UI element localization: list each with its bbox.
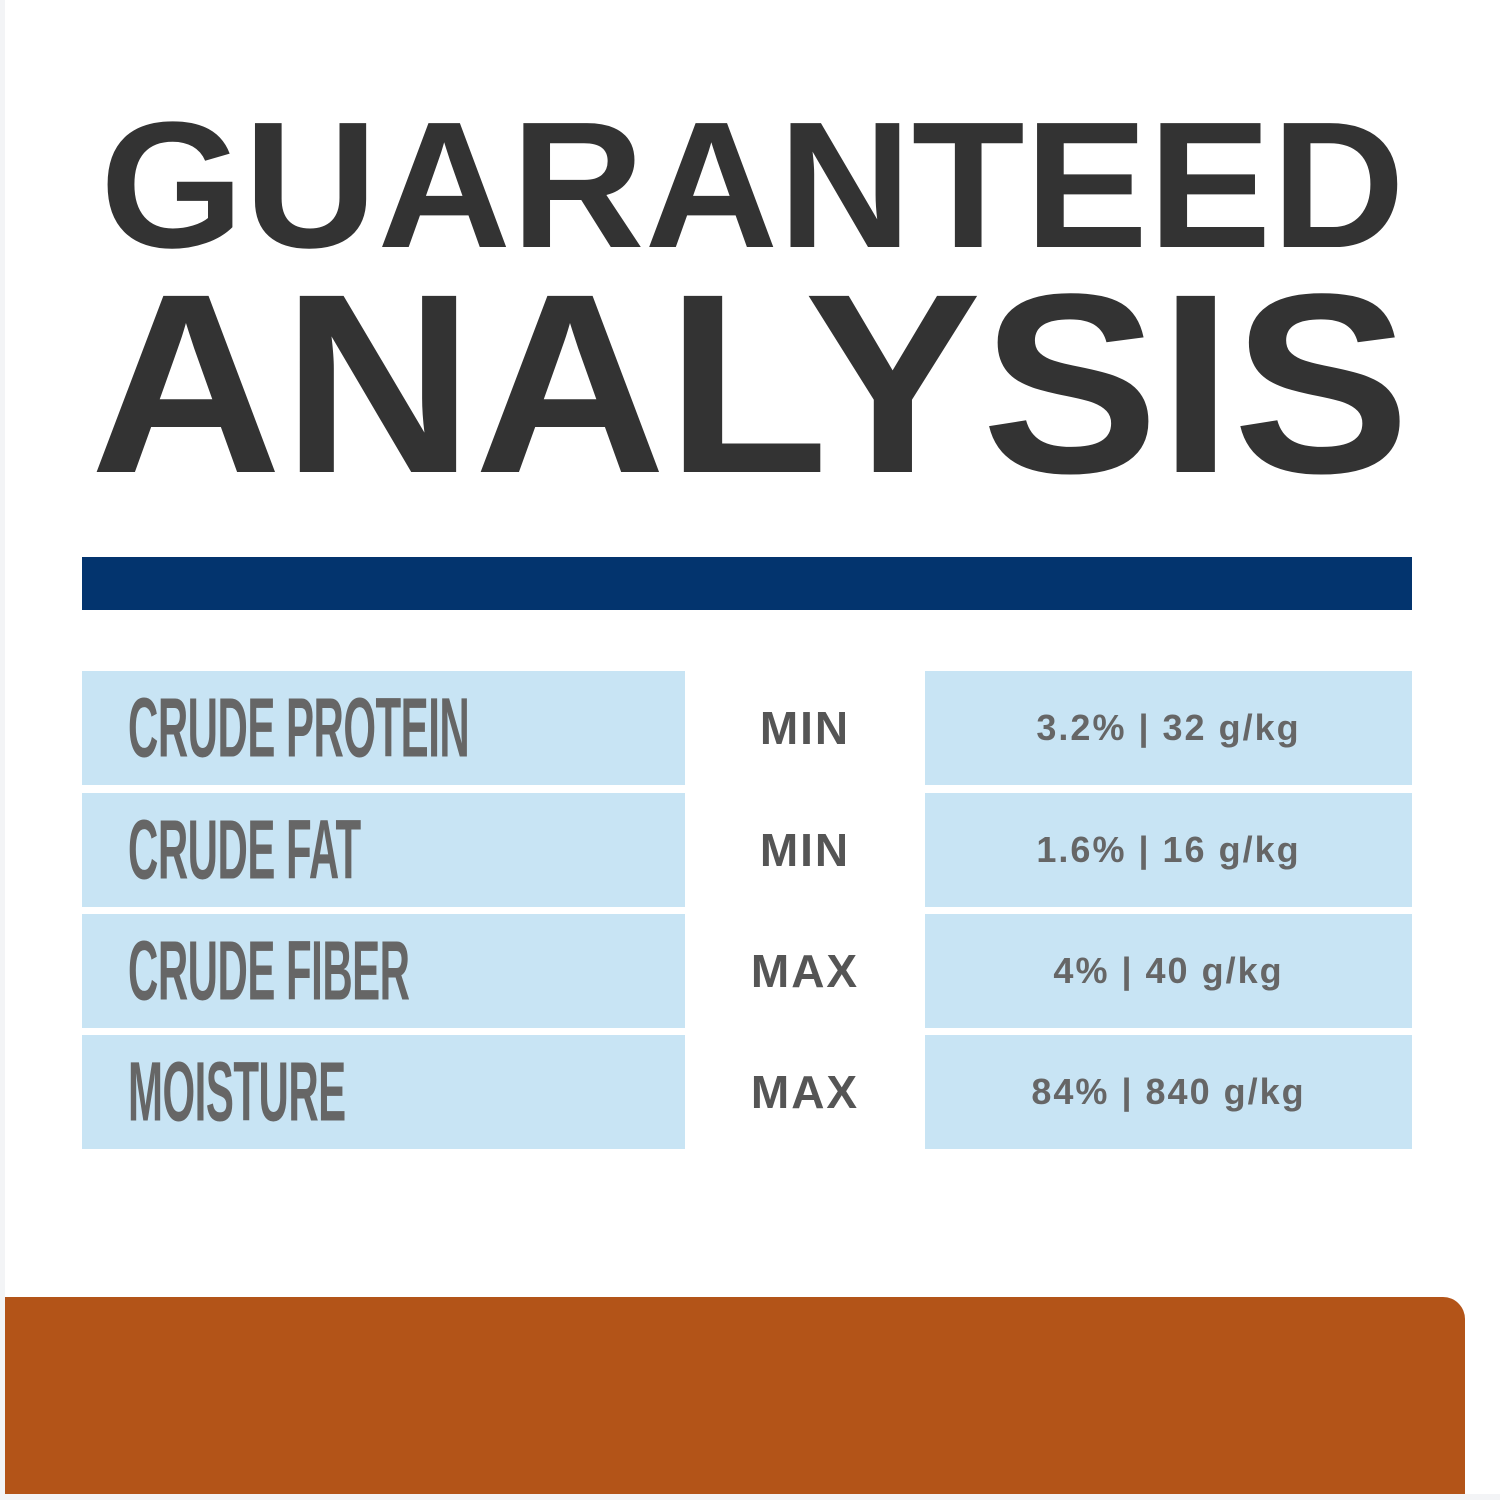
qualifier: MAX — [750, 945, 860, 997]
nutrient-label: CRUDE PROTEIN — [128, 680, 470, 775]
qualifier: MAX — [750, 1066, 860, 1118]
value-cell: 3.2% | 32 g/kg — [925, 671, 1412, 785]
nutrient-value: 3.2% | 32 g/kg — [1036, 707, 1301, 748]
value-cell: 1.6% | 16 g/kg — [925, 793, 1412, 907]
nutrient-label: CRUDE FIBER — [128, 923, 410, 1018]
value-cell: 4% | 40 g/kg — [925, 914, 1412, 1028]
qualifier: MIN — [759, 702, 851, 754]
nutrient-label: MOISTURE — [128, 1044, 346, 1139]
nutrient-value: 1.6% | 16 g/kg — [1036, 829, 1301, 870]
nutrient-value: 4% | 40 g/kg — [1053, 950, 1284, 991]
table-row: CRUDE FAT MIN 1.6% | 16 g/kg — [0, 793, 1500, 907]
title-line-2: ANALYSIS — [90, 241, 1410, 500]
table-row: CRUDE PROTEIN MIN 3.2% | 32 g/kg — [0, 671, 1500, 785]
value-cell: 84% | 840 g/kg — [925, 1035, 1412, 1149]
nutrient-cell: MOISTURE — [82, 1035, 685, 1149]
nutrient-value: 84% | 840 g/kg — [1031, 1071, 1306, 1112]
divider-rule — [82, 557, 1412, 610]
nutrient-cell: CRUDE PROTEIN — [82, 671, 685, 785]
title-line-1: GUARANTEED — [100, 85, 1405, 286]
table-row: MOISTURE MAX 84% | 840 g/kg — [0, 1035, 1500, 1149]
nutrient-cell: CRUDE FIBER — [82, 914, 685, 1028]
nutrient-cell: CRUDE FAT — [82, 793, 685, 907]
title: GUARANTEED ANALYSIS — [90, 85, 1410, 500]
qualifier: MIN — [759, 824, 851, 876]
footer-band — [5, 1297, 1465, 1494]
table-row: CRUDE FIBER MAX 4% | 40 g/kg — [0, 914, 1500, 1028]
nutrient-label: CRUDE FAT — [128, 802, 361, 897]
